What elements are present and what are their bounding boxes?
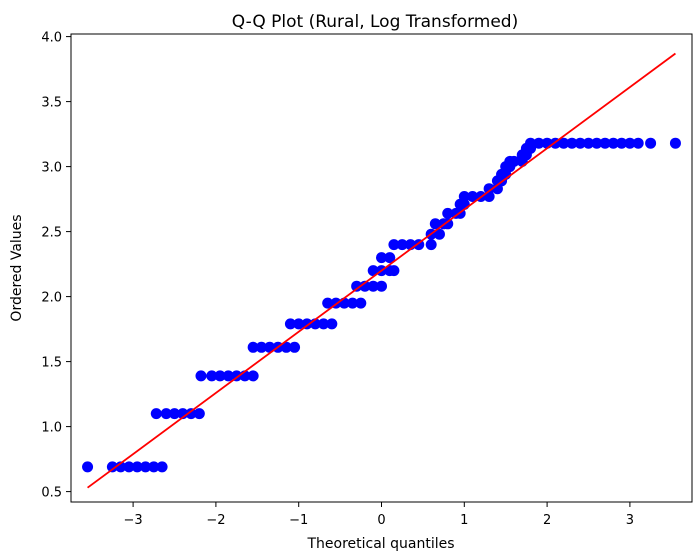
data-point <box>525 137 537 149</box>
data-point <box>376 252 387 264</box>
data-point <box>347 297 359 309</box>
data-point <box>115 461 127 473</box>
data-point <box>150 408 162 420</box>
data-point <box>388 265 400 277</box>
data-point <box>255 341 267 353</box>
data-point <box>247 341 259 353</box>
data-point <box>607 137 619 149</box>
data-point <box>458 191 470 202</box>
y-tick-label: 1.5 <box>41 356 62 371</box>
data-point <box>442 218 454 230</box>
data-point <box>467 191 479 202</box>
data-point <box>131 461 143 473</box>
data-point <box>533 137 545 149</box>
data-point <box>318 318 330 330</box>
data-point <box>351 280 363 292</box>
data-point <box>106 461 118 473</box>
data-point <box>359 280 371 292</box>
reference-line <box>87 52 676 489</box>
data-point <box>624 137 636 149</box>
y-tick-label: 0.5 <box>41 486 62 501</box>
data-point <box>326 318 338 330</box>
y-axis: 0.5 1.0 1.5 2.0 2.5 3.0 3.5 4.0 <box>41 31 71 501</box>
x-axis: −3 −2 −1 0 1 2 3 <box>124 502 634 528</box>
data-point <box>599 137 611 149</box>
y-tick-label: 3.0 <box>41 161 62 176</box>
data-point <box>222 370 234 382</box>
plot-area <box>82 52 681 489</box>
data-point <box>645 137 657 149</box>
data-point <box>367 280 379 292</box>
data-point <box>284 318 296 330</box>
data-point <box>289 341 301 353</box>
y-tick-label: 2.0 <box>41 291 62 306</box>
y-tick-label: 3.5 <box>41 96 62 111</box>
data-point <box>566 137 578 149</box>
data-point <box>429 218 441 230</box>
data-point <box>169 408 180 420</box>
x-tick-label: 3 <box>626 513 634 528</box>
data-point <box>384 252 396 264</box>
data-point <box>322 297 334 309</box>
data-point <box>355 297 367 309</box>
x-tick-label: −2 <box>206 513 225 528</box>
data-point <box>206 370 218 382</box>
data-point <box>388 239 400 251</box>
data-point <box>82 461 94 473</box>
x-tick-label: 2 <box>543 513 551 528</box>
data-point <box>483 183 495 195</box>
data-point <box>160 408 172 420</box>
data-point <box>185 408 197 420</box>
data-point <box>433 228 445 240</box>
data-point <box>140 461 152 473</box>
data-point <box>632 137 644 149</box>
data-point <box>616 137 628 149</box>
data-point <box>591 137 603 149</box>
data-point <box>669 137 681 149</box>
x-axis-label: Theoretical quantiles <box>306 536 454 552</box>
data-point <box>156 461 168 473</box>
data-point <box>280 341 292 353</box>
data-point <box>558 137 570 149</box>
y-tick-label: 1.0 <box>41 421 62 436</box>
y-tick-label: 4.0 <box>41 31 62 46</box>
y-axis-label: Ordered Values <box>9 214 25 321</box>
x-tick-label: 1 <box>460 513 468 528</box>
x-tick-label: 0 <box>377 513 385 528</box>
data-point <box>574 137 586 149</box>
data-point <box>425 239 437 251</box>
data-point <box>442 207 454 219</box>
x-tick-label: −3 <box>124 513 143 528</box>
data-point <box>583 137 594 149</box>
data-point <box>508 155 520 167</box>
data-point <box>293 318 305 330</box>
data-point <box>123 461 135 473</box>
data-point <box>148 461 160 473</box>
data-point <box>367 265 379 277</box>
data-point <box>193 408 205 420</box>
data-point <box>396 239 408 251</box>
data-point <box>214 370 226 382</box>
x-tick-label: −1 <box>289 513 308 528</box>
data-point <box>195 370 207 382</box>
y-tick-label: 2.5 <box>41 226 62 241</box>
data-point <box>247 370 259 382</box>
data-point <box>376 280 387 292</box>
chart-title: Q-Q Plot (Rural, Log Transformed) <box>232 12 518 32</box>
